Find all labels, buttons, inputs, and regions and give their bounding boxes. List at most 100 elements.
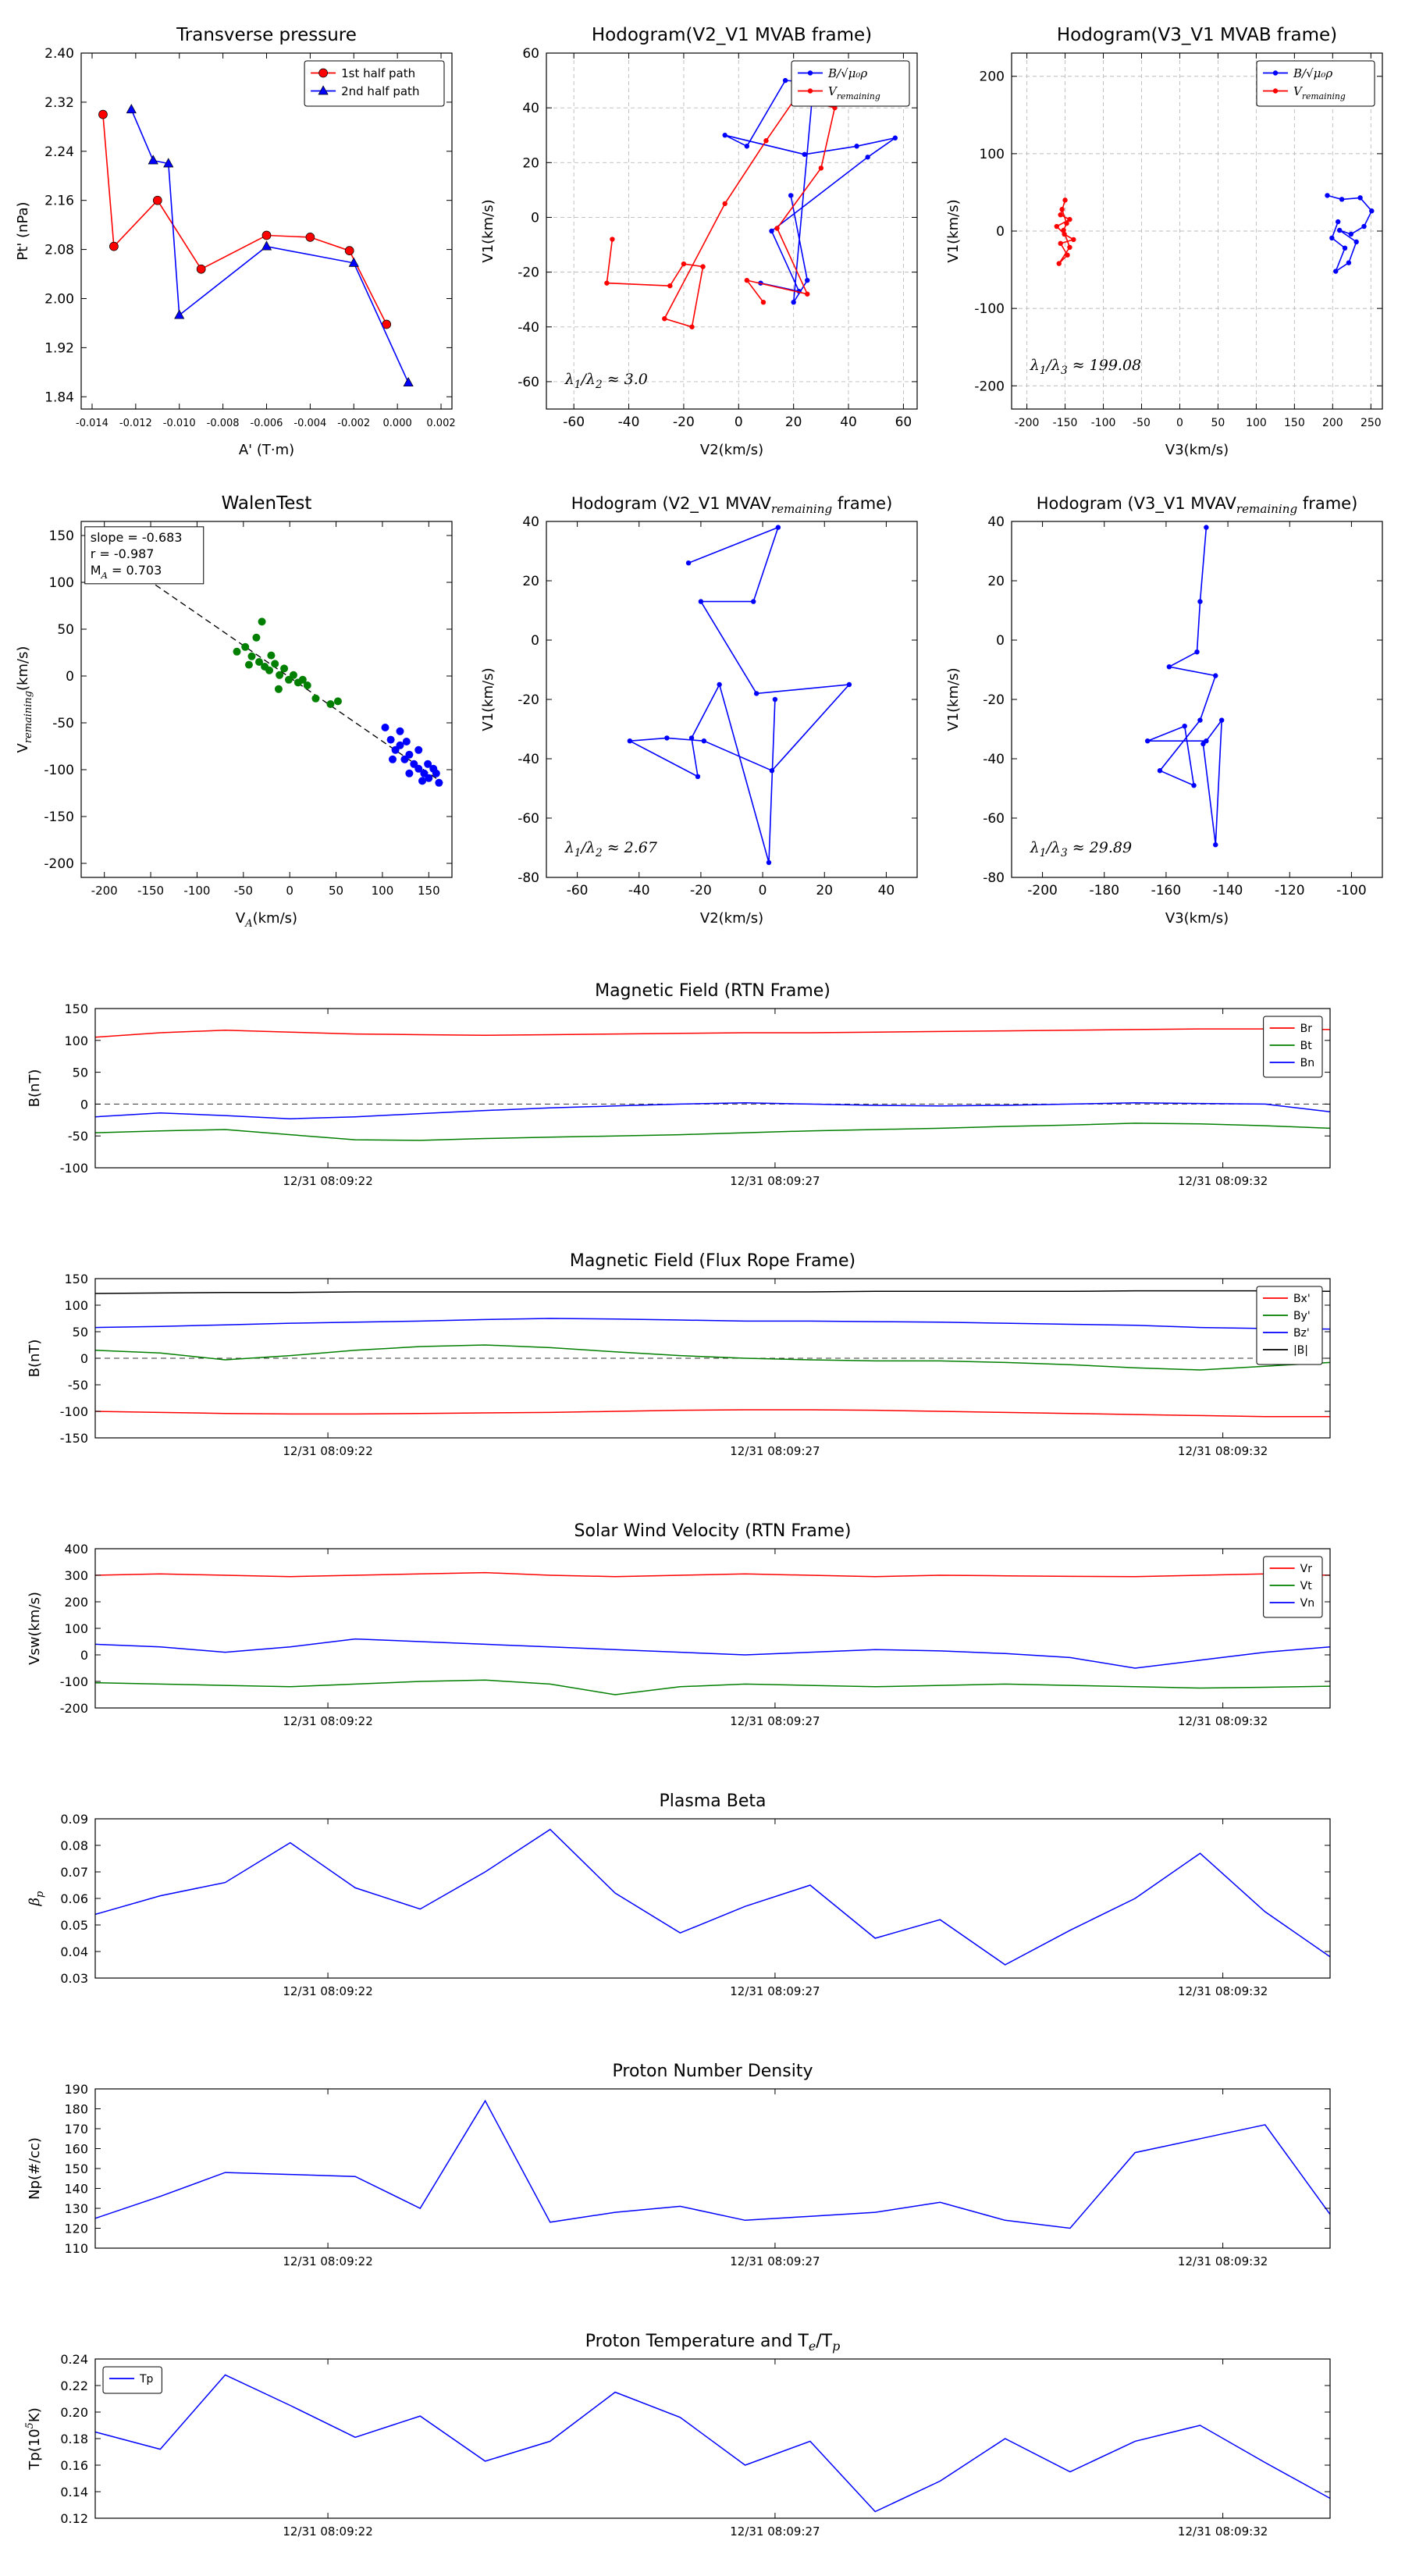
svg-text:-40: -40 xyxy=(618,415,640,430)
svg-text:Bt: Bt xyxy=(1300,1040,1313,1052)
svg-text:40: 40 xyxy=(840,415,857,430)
svg-text:0: 0 xyxy=(996,633,1005,649)
svg-text:0.07: 0.07 xyxy=(60,1865,88,1880)
series-Np xyxy=(94,2099,1331,2229)
svg-text:Hodogram (V2_V1 MVAVremaining​: Hodogram (V2_V1 MVAVremaining​ frame) xyxy=(571,494,893,516)
svg-text:-0.012: -0.012 xyxy=(119,418,152,429)
svg-text:12/31 08:09:22: 12/31 08:09:22 xyxy=(283,1714,372,1728)
series-Bt xyxy=(94,1123,1331,1141)
svg-text:λ1​/λ2​ ≈ 3.0: λ1​/λ2​ ≈ 3.0 xyxy=(564,371,648,391)
series-group xyxy=(94,2374,1331,2513)
axes-ticks: -200 -180 -160 -140 -120 -100-80-60-40-200204… xyxy=(983,514,1382,898)
svg-text:50: 50 xyxy=(73,1325,88,1340)
svg-text:12/31 08:09:22: 12/31 08:09:22 xyxy=(283,2524,372,2539)
series-Tp xyxy=(94,2374,1331,2513)
chart-proton-temperature: 12/31 08:09:22 12/31 08:09:27 12/31 08:09:… xyxy=(8,2326,1397,2557)
svg-text:40: 40 xyxy=(522,101,539,116)
svg-text:-100: -100 xyxy=(60,1161,88,1176)
svg-text:V1(km/s): V1(km/s) xyxy=(480,199,496,262)
svg-text:-140: -140 xyxy=(1213,883,1243,898)
legend: Br Bt Bn xyxy=(1263,1016,1323,1078)
legend: B/√μ₀ρ Vremaining​ xyxy=(1256,60,1375,107)
svg-text:Magnetic Field (Flux Rope Fram: Magnetic Field (Flux Rope Frame) xyxy=(570,1251,855,1271)
svg-text:Transverse pressure: Transverse pressure xyxy=(176,25,357,45)
chart-plasma-beta: 12/31 08:09:22 12/31 08:09:27 12/31 08:09:… xyxy=(8,1786,1397,2017)
svg-text:-50: -50 xyxy=(68,1378,88,1393)
svg-text:Vsw(km/s): Vsw(km/s) xyxy=(27,1592,43,1665)
svg-text:0: 0 xyxy=(80,1648,88,1663)
svg-text:λ1​/λ2​ ≈ 2.67: λ1​/λ2​ ≈ 2.67 xyxy=(564,839,658,859)
svg-text:-60: -60 xyxy=(983,811,1005,827)
svg-text:V2(km/s): V2(km/s) xyxy=(700,910,763,927)
svg-text:V1(km/s): V1(km/s) xyxy=(480,667,496,731)
legend: Vr Vt Vn xyxy=(1263,1556,1323,1618)
svg-text:-200: -200 xyxy=(60,1701,88,1716)
svg-text:2.24: 2.24 xyxy=(44,144,74,160)
chart-magnetic-field-rtn: 12/31 08:09:22 12/31 08:09:27 12/31 08:09:… xyxy=(8,976,1397,1207)
svg-text:V3(km/s): V3(km/s) xyxy=(1165,910,1229,927)
series-1st half path xyxy=(98,109,392,329)
svg-text:-100: -100 xyxy=(1091,417,1116,429)
svg-text:12/31 08:09:27: 12/31 08:09:27 xyxy=(730,2254,820,2268)
svg-text:0: 0 xyxy=(286,884,293,898)
svg-text:150: 150 xyxy=(64,2161,88,2176)
svg-text:Pt' (nPa): Pt' (nPa) xyxy=(15,201,31,260)
svg-text:-200: -200 xyxy=(91,884,118,898)
axes-ticks: -60 -40 -20 0 20 40 60 -60 -40 -20 0 20 40 60 xyxy=(518,46,917,430)
svg-text:Vn: Vn xyxy=(1300,1597,1314,1610)
svg-text:150: 150 xyxy=(1284,417,1305,429)
svg-text:0.09: 0.09 xyxy=(60,1812,88,1827)
svg-text:2.40: 2.40 xyxy=(44,46,74,62)
svg-text:0: 0 xyxy=(531,210,539,226)
svg-text:-150: -150 xyxy=(60,1431,88,1446)
series-Vt xyxy=(94,1679,1331,1695)
svg-text:1.84: 1.84 xyxy=(44,390,74,405)
svg-text:Vremaining​: Vremaining​ xyxy=(828,84,880,101)
svg-text:190: 190 xyxy=(64,2082,88,2097)
svg-text:100: 100 xyxy=(372,884,394,898)
svg-text:Bx': Bx' xyxy=(1293,1293,1311,1305)
svg-text:2.32: 2.32 xyxy=(44,95,74,111)
svg-text:-100: -100 xyxy=(44,763,74,778)
series-group xyxy=(1054,193,1375,274)
svg-text:12/31 08:09:27: 12/31 08:09:27 xyxy=(730,1984,820,1998)
svg-text:-100: -100 xyxy=(60,1674,88,1689)
svg-text:160: 160 xyxy=(64,2142,88,2157)
svg-text:-120: -120 xyxy=(1275,883,1305,898)
svg-text:20: 20 xyxy=(785,415,802,430)
svg-text:-60: -60 xyxy=(518,811,539,827)
svg-text:100: 100 xyxy=(64,1298,88,1313)
svg-text:0: 0 xyxy=(80,1351,88,1366)
svg-text:-200: -200 xyxy=(44,856,74,872)
grid xyxy=(1012,53,1382,409)
svg-text:Br: Br xyxy=(1300,1023,1313,1035)
chart-proton-number-density: 12/31 08:09:22 12/31 08:09:27 12/31 08:09:… xyxy=(8,2056,1397,2287)
svg-text:2.08: 2.08 xyxy=(44,243,74,258)
svg-text:Hodogram (V3_V1 MVAVremaining​: Hodogram (V3_V1 MVAVremaining​ frame) xyxy=(1037,494,1358,516)
svg-text:-20: -20 xyxy=(518,265,539,281)
svg-text:20: 20 xyxy=(522,574,539,589)
svg-text:-0.014: -0.014 xyxy=(76,418,108,429)
svg-text:-0.008: -0.008 xyxy=(207,418,240,429)
svg-text:Vremaining​: Vremaining​ xyxy=(1293,84,1346,101)
series-fit xyxy=(113,555,443,784)
svg-text:12/31 08:09:32: 12/31 08:09:32 xyxy=(1178,2254,1268,2268)
axes-ticks: 12/31 08:09:22 12/31 08:09:27 12/31 08:09:… xyxy=(60,1542,1330,1728)
svg-text:A' (T·m): A' (T·m) xyxy=(239,442,294,458)
svg-text:-20: -20 xyxy=(983,692,1005,708)
svg-text:100: 100 xyxy=(1246,417,1267,429)
series-Vn xyxy=(94,1638,1331,1669)
svg-text:12/31 08:09:32: 12/31 08:09:32 xyxy=(1178,1174,1268,1188)
svg-text:-60: -60 xyxy=(567,883,589,898)
svg-text:-0.006: -0.006 xyxy=(251,418,283,429)
svg-text:-50: -50 xyxy=(52,716,74,731)
series-B xyxy=(1325,193,1375,274)
svg-text:MA​ = 0.703: MA​ = 0.703 xyxy=(91,563,162,581)
svg-text:12/31 08:09:27: 12/31 08:09:27 xyxy=(730,2524,820,2539)
svg-text:-150: -150 xyxy=(44,809,74,825)
svg-text:-60: -60 xyxy=(518,375,539,390)
svg-text:-100: -100 xyxy=(60,1404,88,1419)
series-beta_p xyxy=(94,1828,1331,1966)
svg-text:12/31 08:09:27: 12/31 08:09:27 xyxy=(730,1714,820,1728)
axes-ticks: 12/31 08:09:22 12/31 08:09:27 12/31 08:09:… xyxy=(64,2082,1330,2268)
